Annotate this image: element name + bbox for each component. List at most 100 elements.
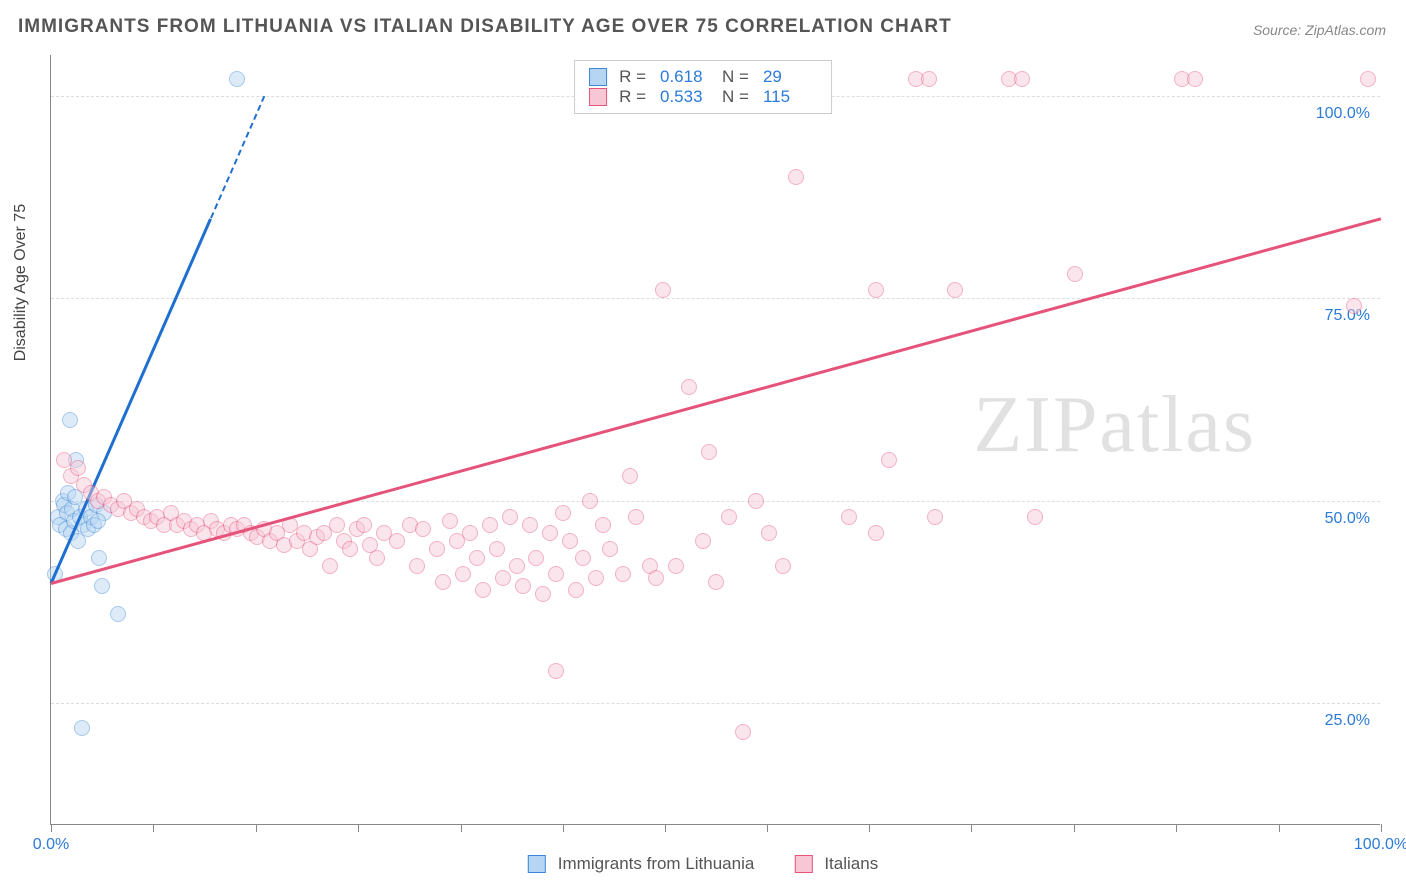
x-tick [869, 824, 870, 832]
r-label: R = [619, 87, 646, 107]
x-tick [358, 824, 359, 832]
data-point [535, 586, 551, 602]
data-point [229, 71, 245, 87]
data-point [921, 71, 937, 87]
r-label: R = [619, 67, 646, 87]
x-tick [461, 824, 462, 832]
data-point [356, 517, 372, 533]
data-point [701, 444, 717, 460]
data-point [455, 566, 471, 582]
data-point [509, 558, 525, 574]
data-point [555, 505, 571, 521]
data-point [522, 517, 538, 533]
data-point [475, 582, 491, 598]
n-label: N = [722, 87, 749, 107]
x-tick [153, 824, 154, 832]
data-point [588, 570, 604, 586]
legend-label: Immigrants from Lithuania [558, 854, 755, 874]
data-point [648, 570, 664, 586]
legend-row: R = 0.533 N = 115 [589, 87, 817, 107]
data-point [595, 517, 611, 533]
data-point [415, 521, 431, 537]
data-point [462, 525, 478, 541]
data-point [389, 533, 405, 549]
data-point [435, 574, 451, 590]
data-point [482, 517, 498, 533]
data-point [708, 574, 724, 590]
data-point [322, 558, 338, 574]
data-point [1187, 71, 1203, 87]
data-point [409, 558, 425, 574]
x-tick [1074, 824, 1075, 832]
data-point [62, 412, 78, 428]
data-point [495, 570, 511, 586]
data-point [548, 566, 564, 582]
data-point [575, 550, 591, 566]
x-tick [1176, 824, 1177, 832]
x-tick [51, 824, 52, 832]
data-point [868, 525, 884, 541]
data-point [568, 582, 584, 598]
x-tick-label: 100.0% [1354, 836, 1406, 854]
data-point [548, 663, 564, 679]
n-label: N = [722, 67, 749, 87]
gridline [51, 298, 1380, 299]
data-point [91, 550, 107, 566]
x-tick [665, 824, 666, 832]
data-point [502, 509, 518, 525]
data-point [602, 541, 618, 557]
x-tick [256, 824, 257, 832]
x-tick [1279, 824, 1280, 832]
data-point [735, 724, 751, 740]
legend-swatch [589, 68, 607, 86]
data-point [881, 452, 897, 468]
data-point [1014, 71, 1030, 87]
legend-swatch [794, 855, 812, 873]
data-point [628, 509, 644, 525]
legend-swatch [528, 855, 546, 873]
data-point [615, 566, 631, 582]
data-point [655, 282, 671, 298]
data-point [788, 169, 804, 185]
data-point [469, 550, 485, 566]
data-point [110, 606, 126, 622]
x-tick [1381, 824, 1382, 832]
data-point [721, 509, 737, 525]
data-point [429, 541, 445, 557]
series-legend: Immigrants from Lithuania Italians [528, 854, 878, 874]
gridline [51, 703, 1380, 704]
data-point [489, 541, 505, 557]
data-point [1346, 298, 1362, 314]
chart-title: IMMIGRANTS FROM LITHUANIA VS ITALIAN DIS… [18, 16, 952, 38]
data-point [442, 513, 458, 529]
n-value: 29 [763, 67, 811, 87]
x-tick [563, 824, 564, 832]
r-value: 0.618 [660, 67, 708, 87]
data-point [947, 282, 963, 298]
data-point [94, 578, 110, 594]
data-point [329, 517, 345, 533]
r-value: 0.533 [660, 87, 708, 107]
data-point [761, 525, 777, 541]
correlation-legend: R = 0.618 N = 29 R = 0.533 N = 115 [574, 60, 832, 114]
trend-line [51, 217, 1382, 585]
trend-line [210, 96, 265, 218]
data-point [369, 550, 385, 566]
data-point [528, 550, 544, 566]
data-point [775, 558, 791, 574]
data-point [841, 509, 857, 525]
legend-row: R = 0.618 N = 29 [589, 67, 817, 87]
gridline [51, 501, 1380, 502]
data-point [622, 468, 638, 484]
legend-swatch [589, 88, 607, 106]
n-value: 115 [763, 87, 811, 107]
data-point [1027, 509, 1043, 525]
data-point [668, 558, 684, 574]
data-point [70, 460, 86, 476]
legend-item: Italians [794, 854, 878, 874]
data-point [74, 720, 90, 736]
data-point [542, 525, 558, 541]
x-tick-label: 0.0% [33, 836, 69, 854]
legend-label: Italians [824, 854, 878, 874]
x-tick [971, 824, 972, 832]
